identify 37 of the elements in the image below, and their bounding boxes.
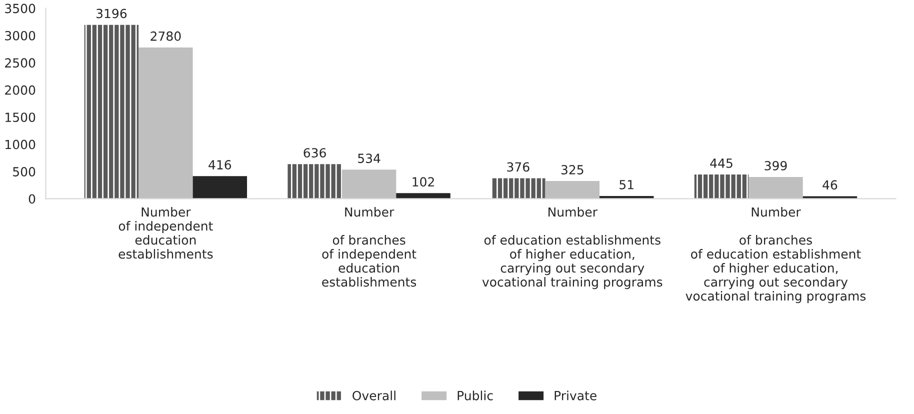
data-label: 102 <box>412 177 434 187</box>
category-label: Number of branches of education establishment of higher education, carrying out secondary vocational training programs <box>686 207 866 304</box>
y-tick-label: 500 <box>13 166 36 176</box>
data-label: 46 <box>822 180 838 190</box>
bar <box>748 177 803 199</box>
data-label: 636 <box>304 148 326 158</box>
bar <box>545 181 600 199</box>
data-label: 376 <box>507 162 530 172</box>
data-label: 51 <box>620 180 634 190</box>
bar <box>396 193 450 199</box>
bar <box>342 170 396 199</box>
category-label: Number of education establishments of higher education, carrying out secondary vocational training programs <box>482 207 662 290</box>
y-tick-label: 2500 <box>5 58 36 68</box>
y-tick-label: 0 <box>28 194 36 204</box>
bar <box>694 174 749 199</box>
legend-label: Overall <box>352 390 396 400</box>
data-label: 399 <box>764 160 787 170</box>
data-label: 2780 <box>150 31 181 41</box>
y-tick-label: 3500 <box>5 4 36 14</box>
bar <box>491 178 546 199</box>
bar <box>192 176 248 199</box>
data-label: 445 <box>710 158 732 168</box>
category-label: Number of branches of independent education establishments <box>322 207 416 287</box>
data-label: 416 <box>208 160 232 170</box>
bar <box>84 24 139 199</box>
y-tick-label: 1500 <box>6 112 36 122</box>
bar <box>138 47 193 199</box>
bar <box>288 164 342 199</box>
x-tick-label: Number of independent education establishments <box>118 207 213 259</box>
y-tick-label: 3000 <box>5 30 36 40</box>
legend-label: Public <box>458 390 493 400</box>
y-tick-label: 1000 <box>6 140 36 150</box>
y-tick-label: 2000 <box>5 85 36 95</box>
data-label: 325 <box>561 164 584 174</box>
data-label: 3196 <box>96 8 127 18</box>
legend-label: Private <box>554 390 596 400</box>
data-label: 534 <box>358 154 380 164</box>
